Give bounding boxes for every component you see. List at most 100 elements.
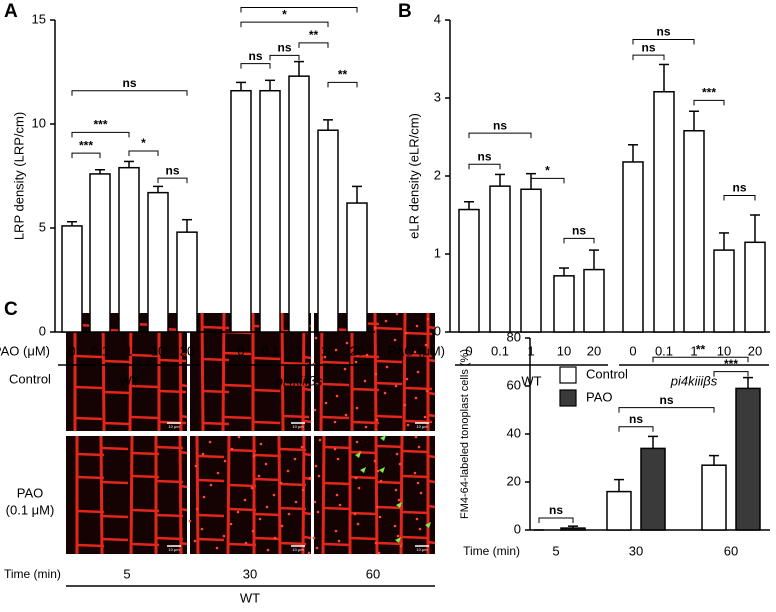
vesicle xyxy=(312,536,316,540)
cell-wall xyxy=(278,447,307,452)
micrograph xyxy=(190,436,311,554)
cell-wall xyxy=(155,445,184,450)
vesicle xyxy=(394,488,398,492)
significance-label: ns xyxy=(732,181,746,195)
cell-wall xyxy=(375,541,404,546)
vesicle xyxy=(375,505,379,509)
cell-wall xyxy=(427,540,436,545)
x-tick-label: 0.1 xyxy=(91,343,109,358)
cell-wall xyxy=(374,326,403,331)
panel-letter: C xyxy=(4,299,18,320)
cell-wall xyxy=(349,536,378,541)
cell-wall xyxy=(427,325,436,330)
cell-wall xyxy=(196,478,225,483)
vesicle xyxy=(315,546,319,550)
vesicle xyxy=(343,367,347,371)
vesicle xyxy=(257,474,261,478)
vesicle xyxy=(215,546,219,550)
significance-label: ** xyxy=(696,342,706,356)
vesicle xyxy=(418,527,422,531)
cell-wall xyxy=(252,388,281,393)
cell-wall xyxy=(277,435,282,555)
cell-wall xyxy=(427,391,436,396)
micrograph xyxy=(314,436,435,554)
vesicle xyxy=(208,440,212,444)
vesicle xyxy=(333,420,337,424)
significance-bracket xyxy=(240,63,271,69)
legend-swatch xyxy=(559,366,577,384)
vesicle xyxy=(336,457,340,461)
vesicle xyxy=(286,469,290,473)
cell-wall xyxy=(252,420,281,425)
cell-wall xyxy=(375,480,404,485)
vesicle xyxy=(374,541,378,545)
vesicle xyxy=(193,539,197,543)
significance-label: ns xyxy=(493,118,507,132)
vesicle xyxy=(354,476,358,480)
vesicle xyxy=(273,536,277,540)
x-axis-label: PAO (μM) xyxy=(0,343,50,358)
cell-wall xyxy=(253,536,282,541)
cell-wall xyxy=(223,383,252,388)
cell-wall xyxy=(303,355,312,360)
y-tick-label: 10 xyxy=(32,115,46,130)
vesicle xyxy=(344,413,348,417)
x-tick-label: 20 xyxy=(587,343,601,358)
cell-wall xyxy=(221,312,226,432)
cell-wall xyxy=(401,449,430,454)
significance-label: ns xyxy=(572,224,586,238)
x-tick-label: 20 xyxy=(180,343,194,358)
scale-bar-label: 10 μm xyxy=(416,424,428,429)
vesicle xyxy=(393,338,397,342)
x-tick-label: 0.1 xyxy=(655,343,673,358)
x-tick-label: 1 xyxy=(527,343,534,358)
cell-wall xyxy=(321,382,350,387)
y-tick-label: 1 xyxy=(434,245,441,260)
vesicle xyxy=(201,452,205,456)
cell-wall xyxy=(155,479,184,484)
vesicle xyxy=(251,529,255,533)
vesicle xyxy=(395,312,399,316)
arrowhead xyxy=(380,435,386,441)
y-tick-label: 2 xyxy=(434,167,441,182)
significance-bracket xyxy=(563,237,595,244)
cell-wall xyxy=(399,435,404,555)
vesicle xyxy=(264,462,268,466)
cell-wall xyxy=(226,435,231,555)
bar xyxy=(520,188,542,333)
cell-wall xyxy=(99,435,104,555)
arrowhead xyxy=(395,537,401,543)
vesicle xyxy=(413,350,417,354)
vesicle xyxy=(314,336,318,340)
vesicle xyxy=(223,459,227,463)
x-tick-label: 20 xyxy=(350,343,364,358)
cell-wall xyxy=(252,356,281,361)
row-label: (0.1 μM) xyxy=(6,502,55,517)
bar xyxy=(713,249,735,333)
significance-label: *** xyxy=(93,117,107,131)
significance-label: *** xyxy=(702,86,716,100)
bar xyxy=(653,91,675,333)
y-tick-label: 4 xyxy=(434,11,441,26)
significance-bracket xyxy=(652,356,749,363)
vesicle xyxy=(216,471,220,475)
vesicle xyxy=(313,500,317,504)
vesicle xyxy=(314,464,318,468)
vesicle xyxy=(405,377,409,381)
x-tick-label: 0 xyxy=(629,343,636,358)
significance-bracket xyxy=(327,81,358,88)
row-label: PAO xyxy=(17,485,44,500)
vesicle xyxy=(415,517,419,521)
vesicle xyxy=(404,331,408,335)
cell-wall xyxy=(130,415,159,420)
significance-label: ns xyxy=(656,25,670,39)
cell-wall xyxy=(253,477,282,482)
cell-wall xyxy=(323,445,352,450)
cell-wall xyxy=(223,415,252,420)
group-label: pi4kiiiβs xyxy=(275,373,323,388)
x-tick-label: 0.1 xyxy=(261,343,279,358)
significance-bracket xyxy=(240,21,329,28)
cell-wall xyxy=(102,421,131,426)
cell-wall xyxy=(179,414,188,419)
y-tick-label: 40 xyxy=(507,425,521,440)
